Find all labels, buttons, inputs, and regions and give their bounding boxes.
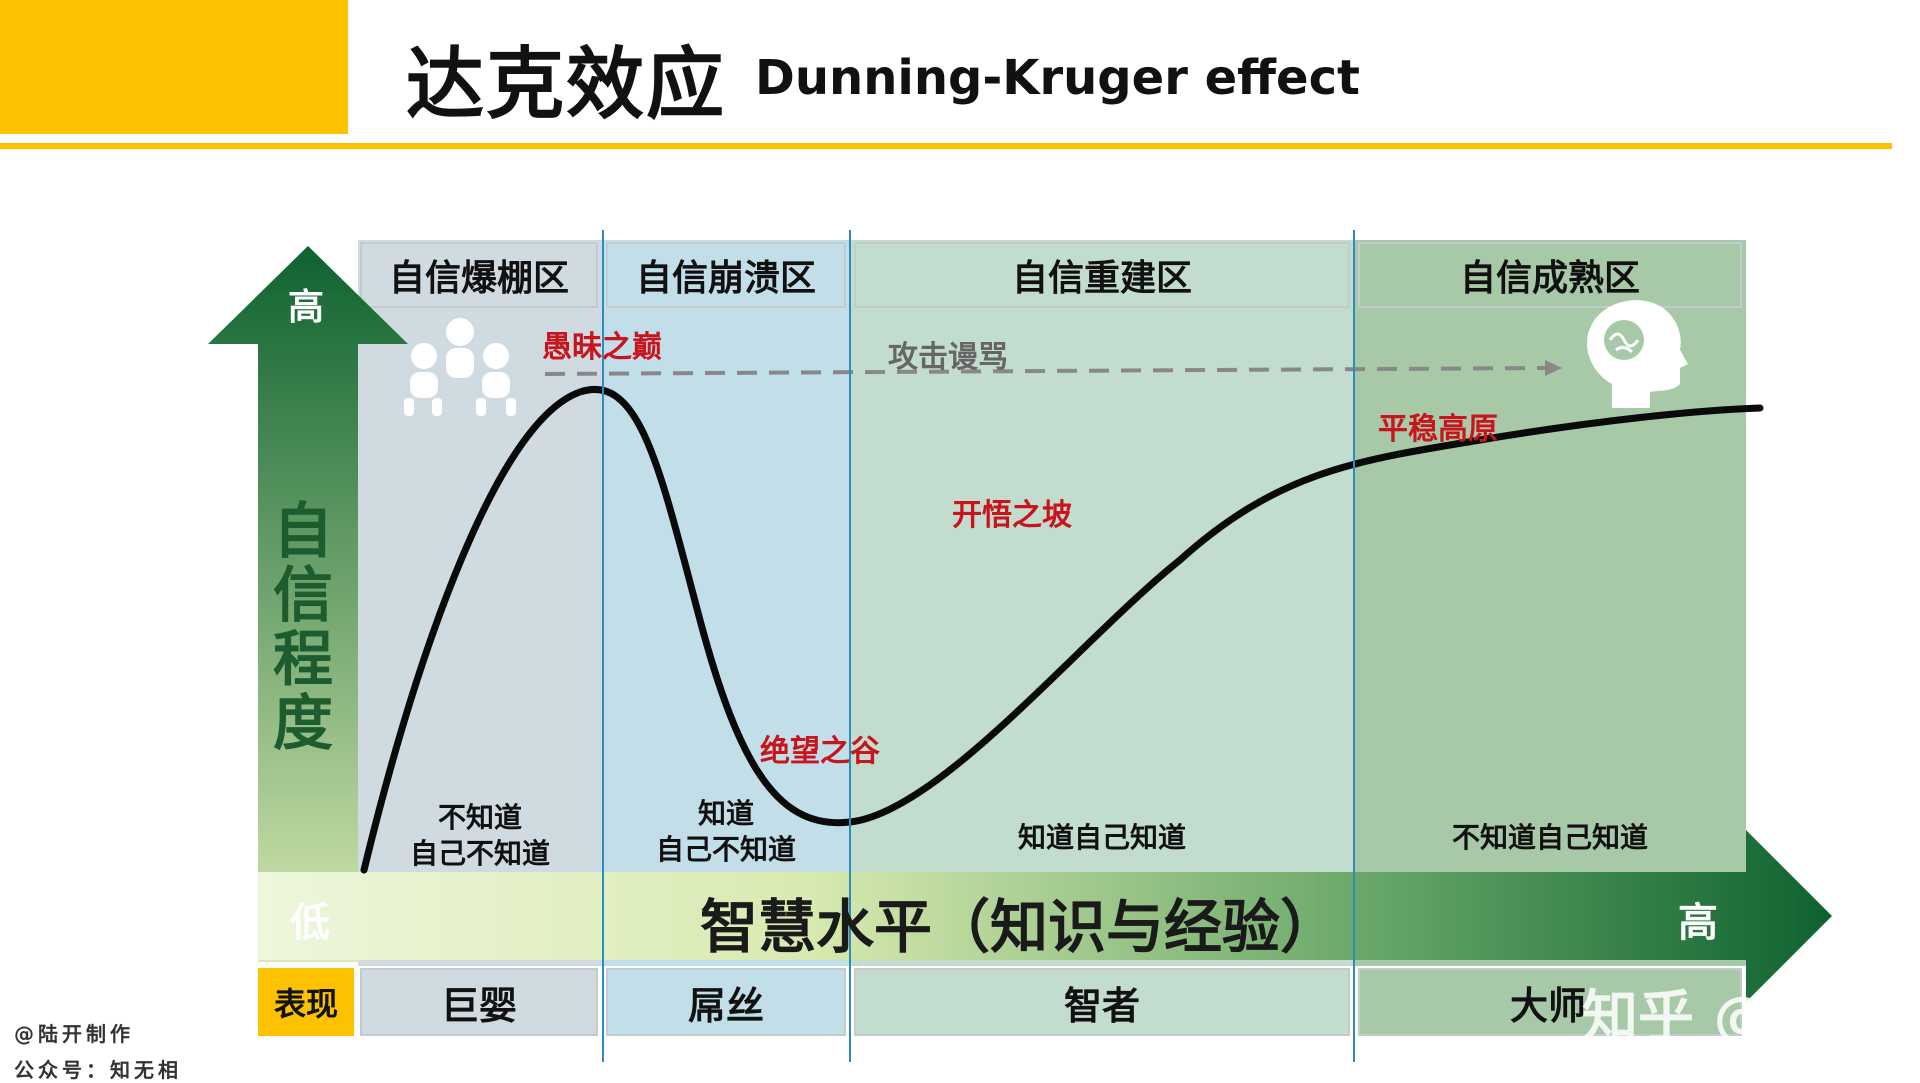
- peak-label: 愚昧之巅: [542, 330, 662, 365]
- zone-desc-3: 知道自己知道: [850, 820, 1354, 856]
- zone-header-1: 自信爆棚区: [360, 242, 598, 308]
- brain-head-icon: [1586, 300, 1688, 408]
- zone-desc-1-line2: 自己不知道: [409, 837, 550, 870]
- zone-desc-2-line2: 自己不知道: [655, 833, 796, 866]
- title-underline: [0, 143, 1892, 149]
- zone-background-1: [358, 240, 602, 966]
- zone-desc-1-line1: 不知道: [437, 801, 522, 834]
- x-axis-arrow: [258, 830, 1832, 1002]
- zone-background-2: [602, 240, 850, 966]
- x-axis-label: 智慧水平（知识与经验）: [700, 893, 1339, 961]
- zone-desc-4: 不知道自己知道: [1354, 820, 1746, 856]
- role-cell-2: 屌丝: [606, 968, 846, 1036]
- y-axis-high-label: 高: [288, 287, 325, 328]
- slope-label: 开悟之坡: [952, 498, 1072, 533]
- zone-divider-1: [602, 230, 604, 1062]
- zone-header-4: 自信成熟区: [1358, 242, 1742, 308]
- zone-desc-1: 不知道 自己不知道: [358, 800, 602, 872]
- x-axis-high-label: 高: [1678, 900, 1718, 946]
- babies-icon: [404, 318, 516, 416]
- zone-background-3: [850, 240, 1354, 966]
- zone-desc-3-line1: 知道自己知道: [1017, 821, 1186, 854]
- dunning-kruger-curve: [360, 386, 1764, 874]
- zone-desc-4-line1: 不知道自己知道: [1451, 821, 1648, 854]
- dashed-arrowhead: [1545, 360, 1562, 376]
- zone-header-3: 自信重建区: [854, 242, 1350, 308]
- y-axis-label: 自信程度: [273, 497, 333, 759]
- zone-header-2: 自信崩溃区: [606, 242, 846, 308]
- role-cell-1: 巨婴: [360, 968, 598, 1036]
- y-axis-arrow: [208, 246, 408, 962]
- zone-desc-2-line1: 知道: [697, 797, 754, 830]
- role-cell-4: 大师: [1358, 968, 1742, 1036]
- performance-label: 表现: [258, 968, 354, 1036]
- page-title: 达克效应: [406, 40, 727, 130]
- dashed-arrow: [544, 366, 1546, 376]
- x-axis-low-label: 低: [290, 900, 330, 946]
- role-cell-3: 智者: [854, 968, 1350, 1036]
- zone-desc-2: 知道 自己不知道: [602, 796, 850, 868]
- zone-divider-2: [849, 230, 851, 1062]
- credit-account: 公众号：知无相: [14, 1058, 182, 1082]
- watermark: 知乎 @陆开: [1582, 985, 1882, 1050]
- zone-divider-3: [1353, 230, 1355, 1062]
- valley-label: 绝望之谷: [760, 734, 880, 769]
- plateau-label: 平稳高原: [1378, 412, 1498, 447]
- credit-author: @陆开制作: [14, 1022, 134, 1046]
- page-subtitle: Dunning-Kruger effect: [755, 50, 1360, 106]
- dashed-arrow-label: 攻击谩骂: [888, 340, 1008, 375]
- title-accent-block: [0, 0, 348, 134]
